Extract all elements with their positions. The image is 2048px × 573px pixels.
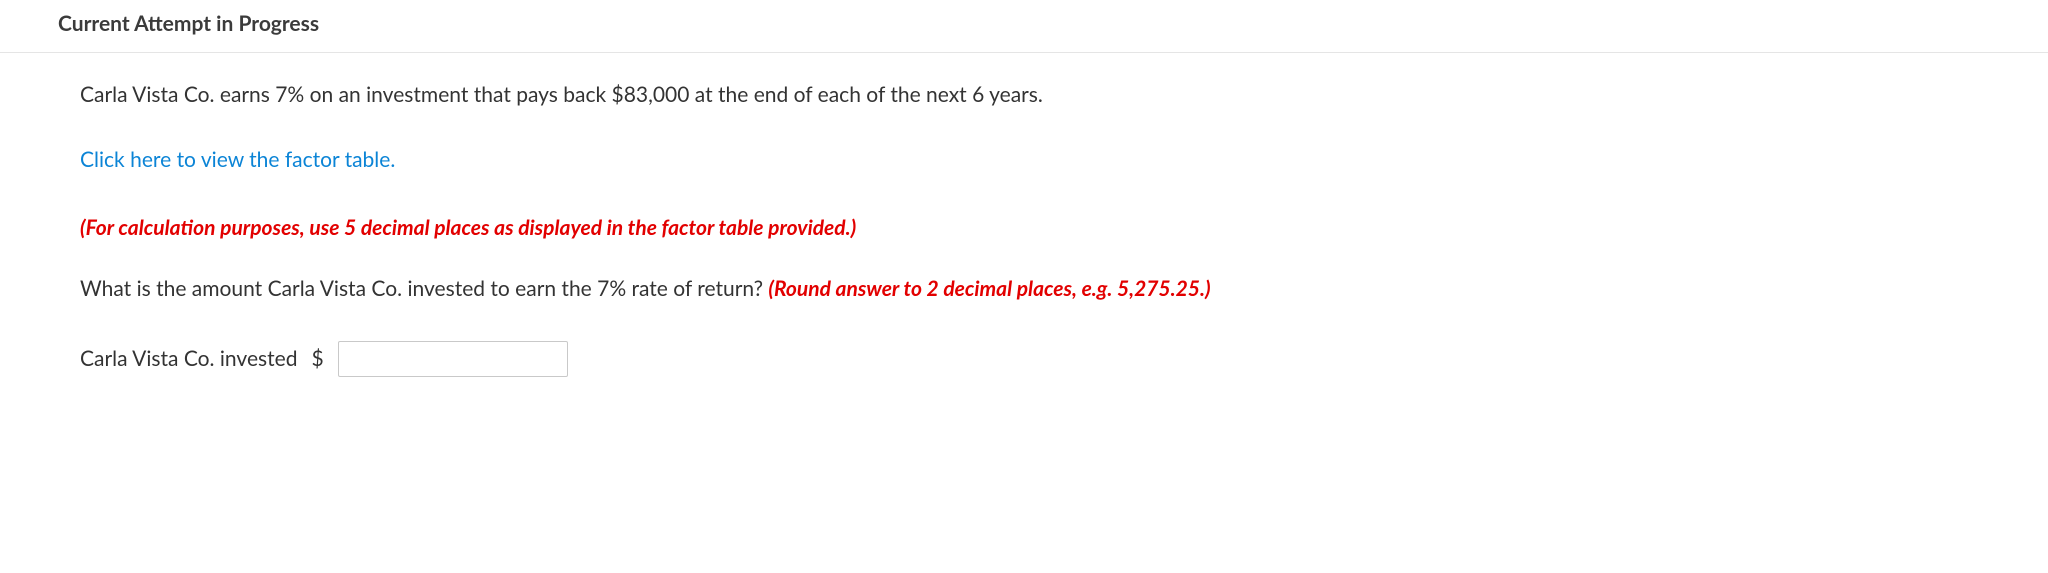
answer-label: Carla Vista Co. invested xyxy=(80,343,297,375)
calculation-note: (For calculation purposes, use 5 decimal… xyxy=(80,212,1968,244)
rounding-hint: (Round answer to 2 decimal places, e.g. … xyxy=(768,276,1210,301)
question-text: What is the amount Carla Vista Co. inves… xyxy=(80,276,768,301)
investment-amount-input[interactable] xyxy=(338,341,568,377)
problem-statement: Carla Vista Co. earns 7% on an investmen… xyxy=(80,79,1968,111)
attempt-status-header: Current Attempt in Progress xyxy=(0,0,2048,53)
currency-symbol: $ xyxy=(311,343,323,375)
question-line: What is the amount Carla Vista Co. inves… xyxy=(80,273,1968,305)
answer-row: Carla Vista Co. invested $ xyxy=(80,341,1968,377)
factor-table-link[interactable]: Click here to view the factor table. xyxy=(80,144,395,176)
question-container: Current Attempt in Progress Carla Vista … xyxy=(0,0,2048,407)
question-content: Carla Vista Co. earns 7% on an investmen… xyxy=(0,53,2048,407)
